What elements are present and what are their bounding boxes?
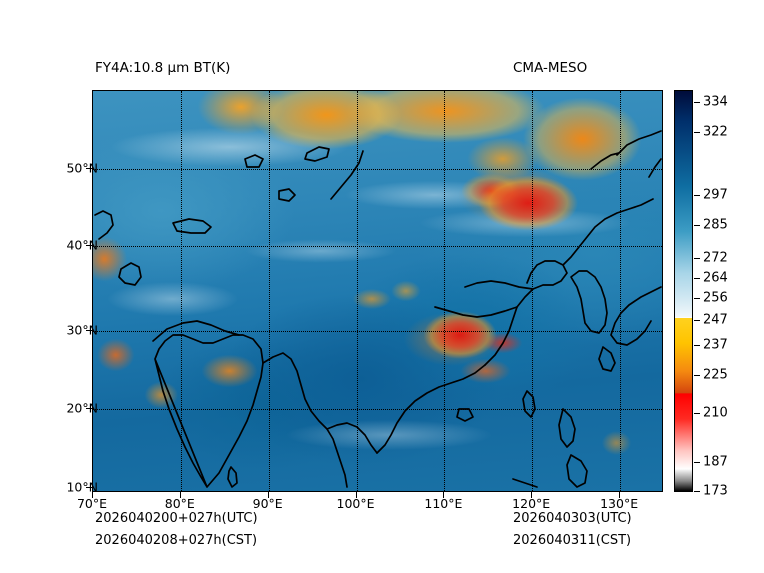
colorbar-tickmark-334 — [694, 102, 700, 103]
tickmark-lon-110 — [443, 492, 445, 498]
colorbar-label-210: 210 — [703, 405, 728, 421]
model-label: CMA-MESO — [513, 60, 588, 76]
coastline-overlay — [94, 130, 662, 488]
colorbar-tickmark-187 — [694, 462, 700, 463]
gridline-lon-130 — [620, 91, 622, 491]
colorbar-label-247: 247 — [703, 312, 728, 328]
page-title: FY4A:10.8 μm BT(K) — [95, 60, 231, 76]
tickmark-lon-80 — [179, 492, 181, 498]
valid-time-cst: 2026040208+027h(CST) — [95, 533, 258, 548]
gridline-lon-100 — [356, 91, 358, 491]
tickmark-lat-10 — [86, 487, 92, 488]
colorbar-label-173: 173 — [703, 483, 728, 499]
observation-time-cst: 2026040311(CST) — [513, 533, 632, 548]
colorbar-tickmark-237 — [694, 345, 700, 346]
colorbar-tickmark-225 — [694, 375, 700, 376]
colorbar-tickmark-256 — [694, 298, 700, 299]
observation-time-utc: 2026040303(UTC) — [513, 511, 632, 526]
axis-label-lat-30: 30°N — [66, 322, 98, 338]
axis-label-lat-20: 20°N — [66, 400, 98, 416]
colorbar-label-297: 297 — [703, 187, 728, 203]
colorbar-label-256: 256 — [703, 290, 728, 306]
colorbar-label-285: 285 — [703, 217, 728, 233]
axis-label-lon-80: 80°E — [164, 496, 195, 511]
colorbar-label-225: 225 — [703, 367, 728, 383]
colorbar-label-322: 322 — [703, 124, 728, 140]
satellite-map-panel[interactable] — [92, 90, 663, 492]
gridline-lon-110 — [444, 91, 446, 491]
tickmark-lat-40 — [86, 245, 92, 246]
gridline-lon-80 — [180, 91, 182, 491]
colorbar-tickmark-210 — [694, 413, 700, 414]
gridline-lat-50 — [93, 169, 662, 170]
colorbar-gradient — [675, 91, 692, 491]
axis-label-lon-90: 90°E — [252, 496, 283, 511]
colorbar-label-272: 272 — [703, 250, 728, 266]
colorbar-tickmark-247 — [694, 320, 700, 321]
axis-label-lat-40: 40°N — [66, 237, 98, 253]
axis-label-lon-70: 70°E — [76, 496, 108, 511]
tickmark-lon-130 — [619, 492, 621, 498]
colorbar-tickmark-285 — [694, 225, 700, 226]
colorbar-tickmark-322 — [694, 132, 700, 133]
axis-label-lat-50: 50°N — [66, 160, 98, 176]
colorbar-tickmark-297 — [694, 195, 700, 196]
axis-label-lon-100: 100°E — [336, 496, 375, 511]
colorbar-label-334: 334 — [703, 94, 728, 110]
colorbar-label-237: 237 — [703, 337, 728, 353]
eastern-china-convection — [93, 91, 662, 491]
gridline-lat-20 — [93, 409, 662, 410]
colorbar-tickmark-173 — [694, 491, 700, 492]
valid-time-utc: 2026040200+027h(UTC) — [95, 511, 258, 526]
gridline-lon-120 — [532, 91, 534, 491]
tickmark-lat-20 — [86, 408, 92, 409]
colorbar-tickmark-272 — [694, 258, 700, 259]
gridline-lon-90 — [268, 91, 270, 491]
gridline-lat-30 — [93, 331, 662, 332]
axis-label-lat-10: 10°N — [66, 479, 98, 495]
tickmark-lon-90 — [267, 492, 269, 498]
colorbar-tickmark-264 — [694, 278, 700, 279]
gridline-lat-40 — [93, 246, 662, 247]
tickmark-lat-50 — [86, 168, 92, 169]
colorbar[interactable] — [674, 90, 693, 492]
colorbar-label-264: 264 — [703, 270, 728, 286]
axis-label-lon-110: 110°E — [424, 496, 463, 511]
tickmark-lon-70 — [92, 492, 93, 498]
tickmark-lat-30 — [86, 330, 92, 331]
axis-label-lon-120: 120°E — [512, 496, 551, 511]
colorbar-label-187: 187 — [703, 454, 728, 470]
tickmark-lon-100 — [355, 492, 357, 498]
tickmark-lon-120 — [531, 492, 533, 498]
axis-label-lon-130: 130°E — [600, 496, 639, 511]
